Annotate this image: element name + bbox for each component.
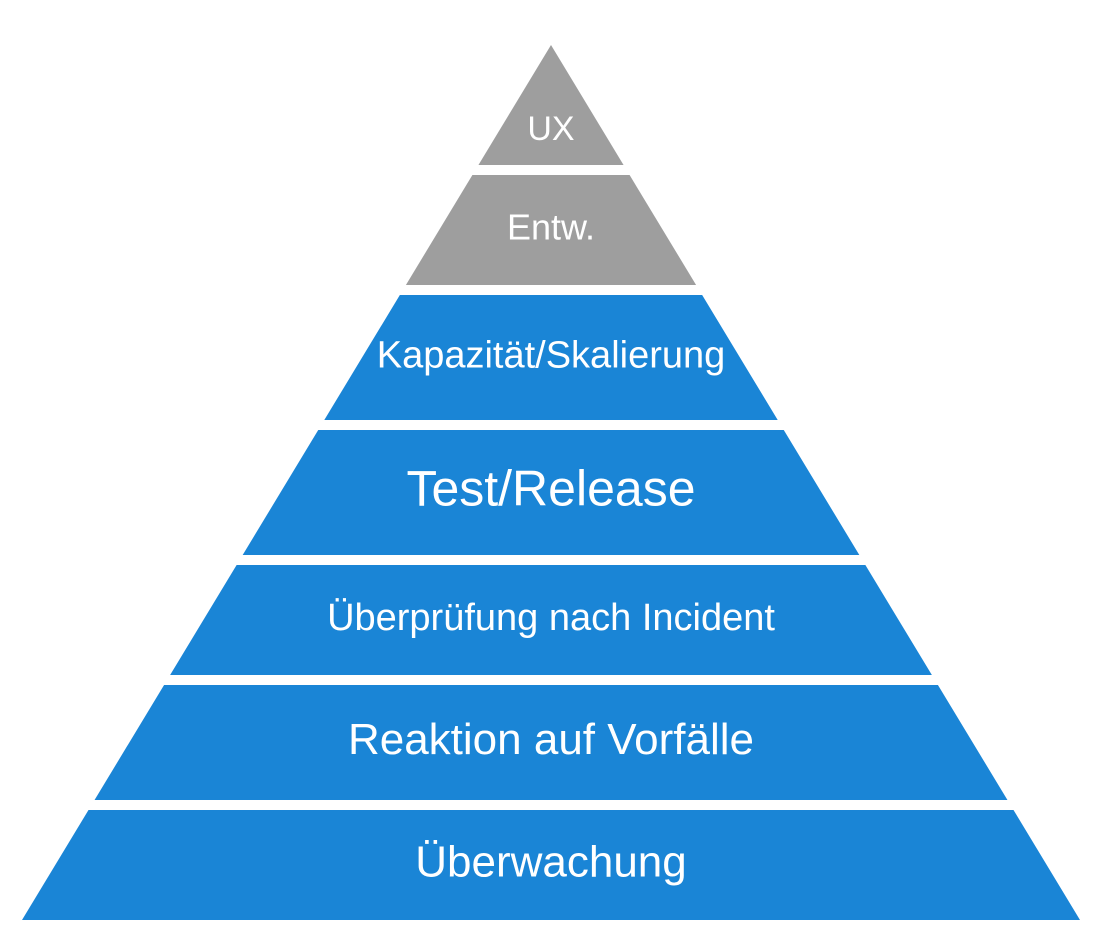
pyramid-layer-label-6: Überwachung bbox=[415, 838, 687, 887]
pyramid-layer-label-1: Entw. bbox=[507, 207, 595, 248]
pyramid-layer-label-2: Kapazität/Skalierung bbox=[377, 335, 726, 377]
pyramid-diagram: UX Entw. Kapazität/Skalierung Test/Release Ü… bbox=[0, 0, 1102, 941]
pyramid-layer-label-0: UX bbox=[527, 110, 574, 148]
pyramid-layer-label-5: Reaktion auf Vorfälle bbox=[348, 715, 754, 764]
pyramid-layer-label-4: Überprüfung nach Incident bbox=[327, 597, 775, 639]
pyramid-layer-label-3: Test/Release bbox=[406, 461, 695, 517]
